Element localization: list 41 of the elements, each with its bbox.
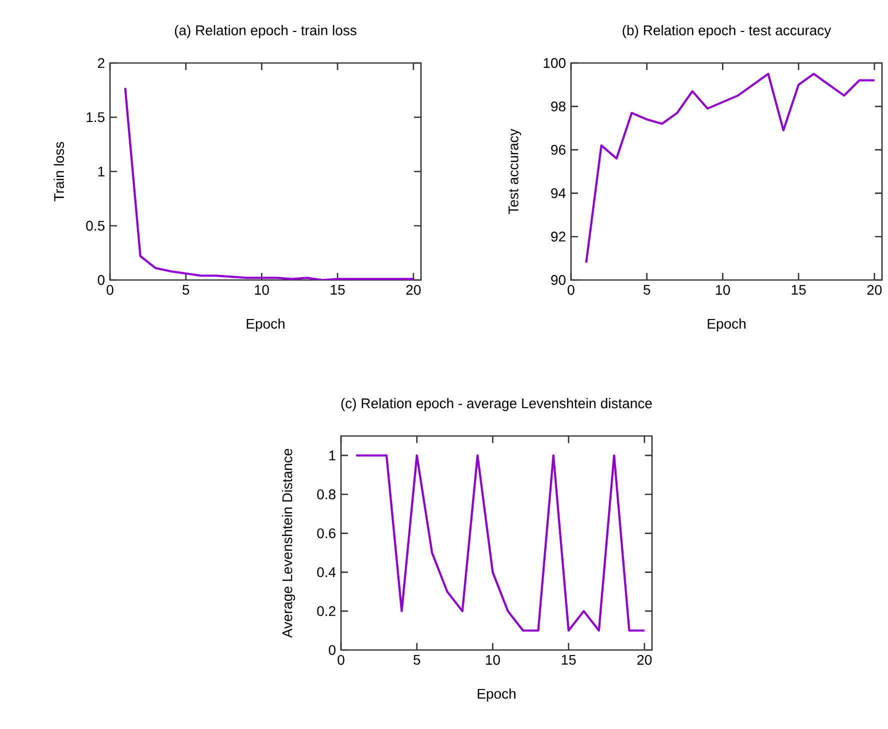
y-tick-label: 0 [328,645,336,655]
y-tick-label: 1.5 [86,112,104,122]
x-tick-label: 10 [254,284,269,295]
y-tick-label: 94 [551,188,566,198]
x-tick-label: 5 [182,284,190,295]
x-tick-label: 15 [562,654,576,665]
y-tick-label: 96 [551,144,566,155]
y-tick-label: 0.5 [86,220,104,231]
x-tick-label: 20 [406,284,421,295]
y-tick-label: 1 [98,166,104,176]
y-axis-title: Train loss [54,142,64,202]
x-tick-label: 15 [330,284,345,295]
y-axis-title: Test accuracy [508,128,522,214]
x-tick-label: 0 [338,654,344,665]
x-axis-title: Epoch [478,688,516,702]
chart-title: (c) Relation epoch - average Levenshtein distance [341,398,652,412]
y-tick-label: 0.8 [317,489,336,500]
x-tick-label: 5 [644,284,650,295]
x-tick-label: 15 [792,284,806,295]
y-tick-label: 1 [329,450,336,460]
y-tick-label: 0.4 [317,567,336,578]
y-tick-label: 92 [551,232,566,242]
y-tick-label: 0.6 [317,528,336,538]
x-tick-label: 0 [106,284,114,295]
x-tick-label: 20 [637,654,652,665]
x-tick-label: 20 [867,284,882,295]
y-axis-title: Average Levenshtein Distance [282,448,296,638]
x-axis-title: Epoch [708,318,746,332]
y-tick-label: 100 [544,58,566,68]
chart-title: (a) Relation epoch - train loss [174,25,356,38]
y-tick-label: 90 [551,275,566,285]
x-tick-label: 10 [716,284,730,295]
x-tick-label: 0 [568,284,574,295]
y-tick-label: 0.2 [317,606,336,616]
x-tick-label: 10 [486,654,500,665]
x-axis-title: Epoch [246,318,284,332]
y-tick-label: 98 [551,101,566,112]
y-tick-label: 0 [98,275,105,285]
y-tick-label: 2 [98,58,104,68]
x-tick-label: 5 [414,654,420,665]
chart-title: (b) Relation epoch - test accuracy [622,25,832,38]
